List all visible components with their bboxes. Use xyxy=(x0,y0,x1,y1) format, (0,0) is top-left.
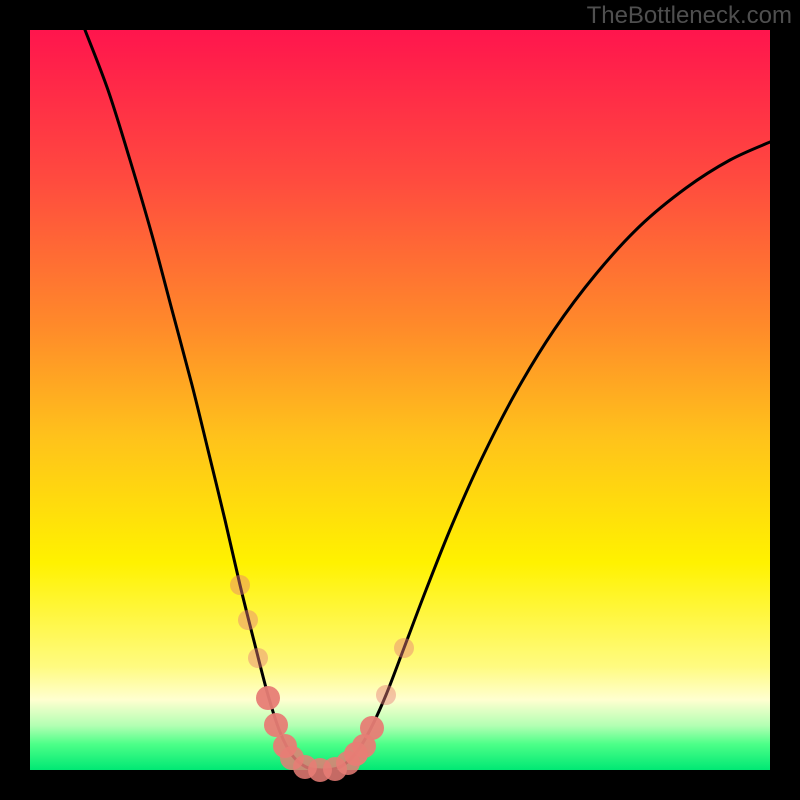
watermark-text: TheBottleneck.com xyxy=(587,2,792,30)
curve-marker xyxy=(230,575,250,595)
chart-stage: TheBottleneck.com xyxy=(0,0,800,800)
plot-area xyxy=(30,30,770,770)
curve-marker xyxy=(394,638,414,658)
curve-marker xyxy=(376,685,396,705)
curve-marker xyxy=(248,648,268,668)
markers-layer xyxy=(30,30,770,770)
curve-marker xyxy=(238,610,258,630)
curve-marker xyxy=(336,751,360,775)
curve-marker xyxy=(256,686,280,710)
